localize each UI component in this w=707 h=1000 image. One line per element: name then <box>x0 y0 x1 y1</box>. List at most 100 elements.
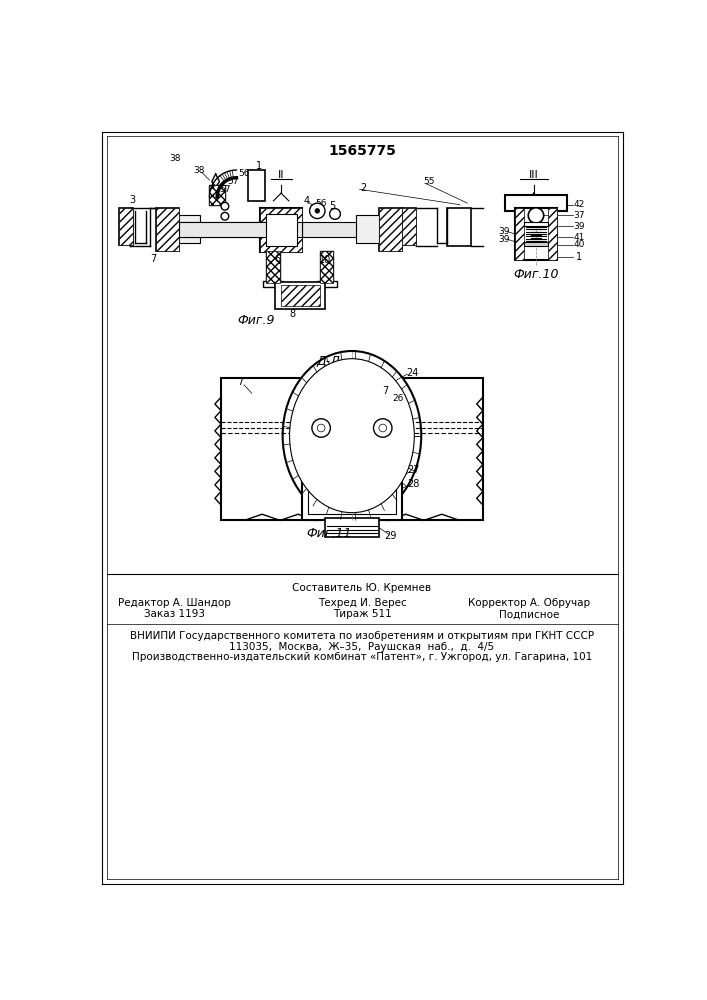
Bar <box>379 208 402 251</box>
Text: 39: 39 <box>573 222 585 231</box>
Bar <box>317 281 337 287</box>
Text: 57: 57 <box>219 185 230 194</box>
Bar <box>302 222 379 237</box>
Text: 3: 3 <box>129 195 136 205</box>
Bar <box>250 172 256 201</box>
Text: 57: 57 <box>227 177 238 186</box>
Bar <box>179 222 259 237</box>
Text: Подписное: Подписное <box>499 609 559 619</box>
Circle shape <box>312 419 330 437</box>
Text: 39: 39 <box>498 227 510 236</box>
Bar <box>266 251 279 283</box>
Circle shape <box>373 419 392 437</box>
Bar <box>259 208 302 252</box>
Text: Заказ 1193: Заказ 1193 <box>144 609 205 619</box>
Text: Корректор А. Обручар: Корректор А. Обручар <box>468 598 590 608</box>
Bar <box>156 208 179 251</box>
Bar <box>325 518 379 537</box>
Text: 1: 1 <box>576 252 582 262</box>
Text: 56: 56 <box>238 169 250 178</box>
Circle shape <box>221 202 229 210</box>
Text: 113035,  Москва,  Ж–35,  Раушская  наб.,  д.  4/5: 113035, Москва, Ж–35, Раушская наб., д. … <box>229 642 494 652</box>
Text: 42: 42 <box>573 200 585 209</box>
Text: 55: 55 <box>423 177 435 186</box>
Bar <box>119 208 133 245</box>
Text: 4: 4 <box>303 196 310 206</box>
Text: 29: 29 <box>385 531 397 541</box>
Bar <box>257 172 264 201</box>
Text: 37: 37 <box>573 211 585 220</box>
Bar <box>402 208 416 245</box>
Text: ВНИИПИ Государственного комитета по изобретениям и открытиям при ГКНТ СССР: ВНИИПИ Государственного комитета по изоб… <box>130 631 594 641</box>
Bar <box>179 222 302 237</box>
Text: 10: 10 <box>319 255 331 265</box>
Text: 7: 7 <box>382 386 388 396</box>
Text: Редактор А. Шандор: Редактор А. Шандор <box>118 598 231 608</box>
Bar <box>266 251 279 283</box>
Bar <box>302 440 402 520</box>
Text: III: III <box>529 170 539 180</box>
Bar <box>515 208 557 260</box>
Bar <box>525 222 547 226</box>
Text: 39: 39 <box>498 235 510 244</box>
Bar <box>402 208 416 245</box>
Text: 38: 38 <box>169 154 180 163</box>
Bar <box>308 446 396 514</box>
Circle shape <box>379 424 387 432</box>
Bar <box>320 251 334 283</box>
Bar <box>266 214 296 246</box>
Text: 5: 5 <box>329 201 335 211</box>
Text: 38: 38 <box>194 166 205 175</box>
Bar <box>179 215 200 243</box>
Text: Производственно-издательский комбинат «Патент», г. Ужгород, ул. Гагарина, 101: Производственно-издательский комбинат «П… <box>132 652 592 662</box>
Text: 7: 7 <box>150 254 156 264</box>
Bar <box>221 378 483 520</box>
Text: 7: 7 <box>237 377 243 387</box>
Bar <box>379 208 402 251</box>
Bar <box>262 281 283 287</box>
Bar <box>281 285 320 306</box>
Text: II: II <box>278 170 284 180</box>
Bar <box>275 282 325 309</box>
Bar <box>506 195 567 211</box>
Text: 1565775: 1565775 <box>328 144 396 158</box>
Text: 2: 2 <box>361 183 367 193</box>
Text: Тираж 511: Тираж 511 <box>332 609 392 619</box>
Bar <box>259 208 302 252</box>
Text: Фиг.10: Фиг.10 <box>513 267 559 280</box>
Circle shape <box>329 209 340 219</box>
Text: 26: 26 <box>392 394 404 403</box>
Text: Фиг.9: Фиг.9 <box>237 314 274 327</box>
Bar <box>356 215 379 243</box>
Text: Фиг.11: Фиг.11 <box>306 527 351 540</box>
Bar <box>515 208 525 260</box>
Text: 6: 6 <box>274 254 280 264</box>
Text: Составитель Ю. Кремнев: Составитель Ю. Кремнев <box>293 583 431 593</box>
Text: Д-Д: Д-Д <box>317 355 341 368</box>
Bar <box>156 208 179 251</box>
Text: 41: 41 <box>573 233 585 242</box>
Text: 56: 56 <box>315 199 327 208</box>
Bar <box>119 208 133 245</box>
Text: 27: 27 <box>407 465 420 475</box>
Text: 8: 8 <box>290 309 296 319</box>
Bar <box>320 251 334 283</box>
Ellipse shape <box>283 351 421 520</box>
Text: Техред И. Верес: Техред И. Верес <box>317 598 407 608</box>
Circle shape <box>317 424 325 432</box>
Bar <box>209 185 225 205</box>
Bar <box>209 185 225 205</box>
Bar <box>248 170 265 201</box>
Circle shape <box>310 203 325 219</box>
Text: 24: 24 <box>406 368 418 378</box>
Circle shape <box>315 209 320 213</box>
Circle shape <box>221 212 229 220</box>
Bar <box>525 242 547 246</box>
Text: 1: 1 <box>256 161 262 171</box>
Text: 40: 40 <box>573 240 585 249</box>
Circle shape <box>528 208 544 223</box>
Ellipse shape <box>290 359 414 513</box>
Bar <box>547 208 557 260</box>
Text: 28: 28 <box>407 479 420 489</box>
Bar <box>448 208 471 246</box>
